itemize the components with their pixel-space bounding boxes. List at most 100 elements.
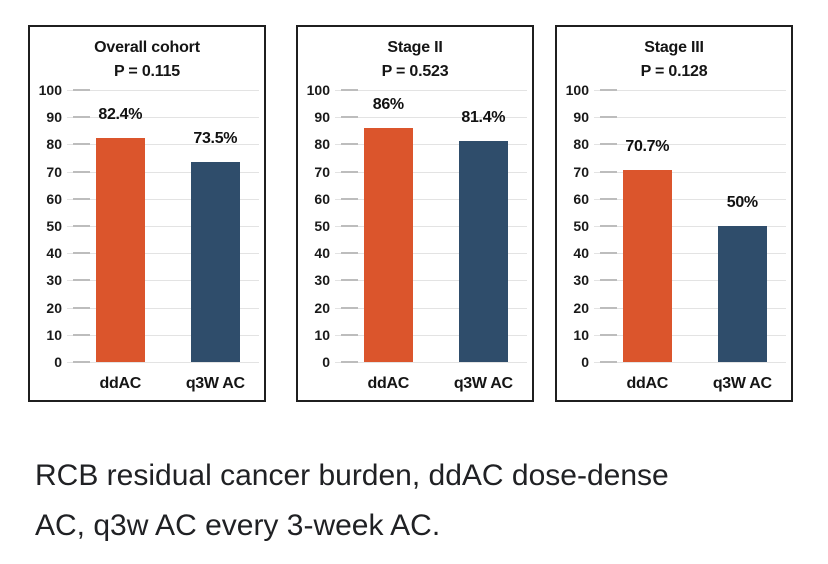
y-tick-label: 70 [46,163,62,180]
y-tick-label: 30 [314,272,330,289]
y-tick-mark [73,306,90,309]
y-tick-label: 100 [38,82,62,98]
gridline [335,253,527,255]
y-tick-label: 80 [314,136,330,153]
y-tick-label: 40 [46,245,62,262]
chart-p-value: P = 0.523 [381,63,449,80]
y-tick-label: 20 [46,299,62,316]
y-tick-mark [600,197,617,200]
bar-value-label: 50% [726,194,758,211]
gridline [335,334,527,336]
y-tick-mark [73,197,90,200]
gridline [594,198,786,200]
y-tick-label: 80 [573,136,589,153]
y-tick-label: 50 [314,218,330,234]
x-axis-labels: ddAC q3W AC [67,375,259,397]
y-tick-label: 10 [573,326,589,343]
y-tick-mark [341,279,358,282]
bar-ddac [622,169,672,362]
y-tick-label: 70 [314,163,330,180]
x-category-label: ddAC [367,375,410,392]
y-tick-mark [600,279,617,282]
y-tick-mark [73,143,90,146]
y-tick-mark [600,306,617,309]
gridline [594,90,786,91]
y-tick-label: 70 [573,163,589,180]
gridline [594,117,786,119]
chart-title: Stage III [644,39,704,56]
y-tick-label: 10 [314,326,330,343]
gridline [335,307,527,309]
figure-caption-line-2: AC, q3w AC every 3-week AC. [35,509,441,542]
y-tick-mark [341,197,358,200]
figure-caption-line-1: RCB residual cancer burden, ddAC dose-de… [35,459,669,492]
figure-caption: RCB residual cancer burden, ddAC dose-de… [35,451,810,551]
gridline [67,362,259,363]
chart-panel-overall-cohort: Overall cohort P = 0.115 82.4% 73.5% ddAC… [28,25,266,402]
bar-value-label: 81.4% [461,108,506,126]
gridline [335,280,527,282]
gridline [335,90,527,91]
y-tick-mark [341,143,358,146]
bar-ddac [363,128,413,362]
plot-area: 70.7% 50% [594,89,786,363]
y-tick-mark [341,225,358,227]
y-tick-mark [73,279,90,282]
y-tick-label: 80 [46,136,62,153]
chart-title: Overall cohort [94,39,200,56]
y-tick-label: 40 [573,245,589,262]
y-tick-label: 50 [46,218,62,234]
bar-q3w-ac [458,140,508,362]
y-tick-mark [73,116,90,119]
y-tick-mark [600,89,617,91]
gridline [594,362,786,363]
gridline [67,144,259,146]
y-tick-label: 20 [314,299,330,316]
plot-area: 86% 81.4% [335,89,527,363]
x-category-label: q3W AC [712,375,772,392]
bar-q3w-ac [717,226,767,362]
x-axis-labels: ddAC q3W AC [335,375,527,397]
y-tick-mark [341,170,358,173]
bar-value-label: 70.7% [625,137,670,155]
y-tick-label: 0 [322,354,330,370]
y-tick-label: 60 [314,190,330,207]
y-tick-mark [73,225,90,227]
chart-p-value: P = 0.128 [640,63,708,80]
gridline [594,280,786,282]
y-tick-label: 60 [573,190,589,207]
chart-title: Stage II [387,39,443,56]
bar-q3w-ac [190,162,240,362]
y-tick-mark [73,89,90,91]
y-tick-label: 30 [46,272,62,289]
gridline [594,253,786,255]
y-tick-mark [341,333,358,336]
y-tick-mark [341,306,358,309]
y-tick-label: 60 [46,190,62,207]
y-tick-mark [341,116,358,119]
gridline [594,334,786,336]
x-category-label: q3W AC [453,375,513,392]
gridline [335,144,527,146]
y-tick-label: 90 [573,109,589,126]
gridline [335,362,527,363]
gridline [67,334,259,336]
y-tick-mark [600,361,617,363]
bar-value-label: 73.5% [193,130,238,148]
gridline [594,171,786,173]
bar-ddac [95,137,145,362]
y-tick-mark [341,89,358,91]
y-tick-mark [600,170,617,173]
x-category-label: ddAC [99,375,142,392]
chart-panel-stage-ii: Stage II P = 0.523 86% 81.4% ddAC q3W AC 1… [296,25,534,402]
y-tick-label: 0 [54,354,62,370]
gridline [67,226,259,227]
gridline [67,307,259,309]
y-tick-label: 100 [565,82,589,98]
gridline [67,253,259,255]
gridline [594,307,786,309]
gridline [594,144,786,146]
gridline [335,171,527,173]
x-axis-labels: ddAC q3W AC [594,375,786,397]
y-tick-mark [600,333,617,336]
